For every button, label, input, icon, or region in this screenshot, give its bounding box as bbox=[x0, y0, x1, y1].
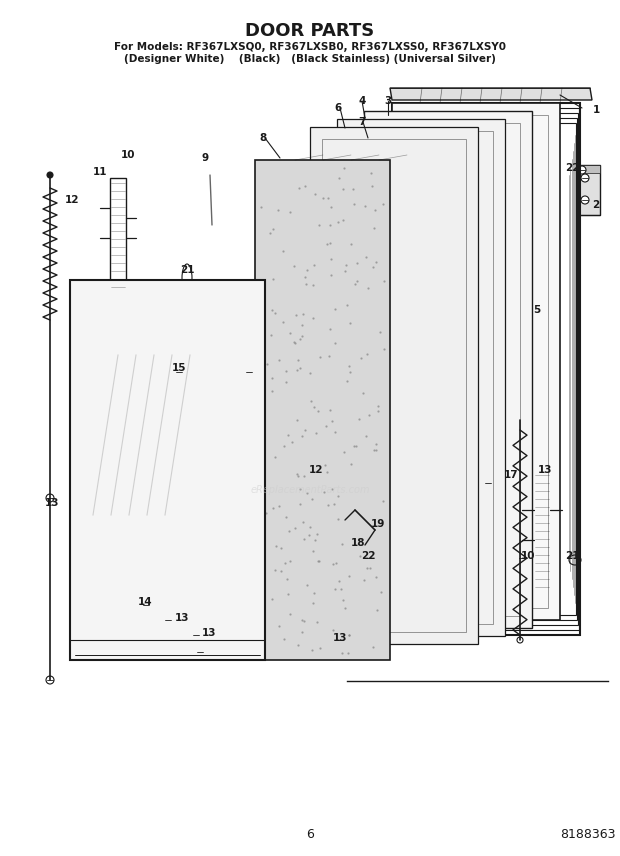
Text: 17: 17 bbox=[503, 470, 518, 480]
Text: 10: 10 bbox=[521, 551, 535, 561]
Circle shape bbox=[581, 196, 589, 204]
Text: 15: 15 bbox=[172, 363, 186, 373]
Circle shape bbox=[581, 174, 589, 182]
Text: 5: 5 bbox=[533, 305, 541, 315]
Text: 13: 13 bbox=[538, 465, 552, 475]
Text: 18: 18 bbox=[351, 538, 365, 548]
Text: 12: 12 bbox=[64, 195, 79, 205]
Text: 22: 22 bbox=[361, 551, 375, 561]
Bar bbox=[534, 470, 550, 590]
Text: 9: 9 bbox=[202, 153, 208, 163]
Polygon shape bbox=[310, 127, 478, 644]
Text: 4: 4 bbox=[358, 96, 366, 106]
Text: 13: 13 bbox=[202, 628, 216, 638]
Circle shape bbox=[46, 494, 54, 502]
Circle shape bbox=[423, 90, 431, 98]
Text: 7: 7 bbox=[358, 117, 366, 127]
Circle shape bbox=[366, 554, 374, 562]
Polygon shape bbox=[337, 119, 505, 636]
Circle shape bbox=[578, 166, 586, 174]
Polygon shape bbox=[255, 160, 390, 660]
Text: 14: 14 bbox=[138, 597, 153, 607]
Text: DOOR PARTS: DOOR PARTS bbox=[246, 22, 374, 40]
Text: 11: 11 bbox=[93, 167, 107, 177]
Circle shape bbox=[46, 676, 54, 684]
Polygon shape bbox=[392, 103, 560, 620]
Circle shape bbox=[336, 636, 344, 644]
Text: eReplacementParts.com: eReplacementParts.com bbox=[250, 485, 370, 495]
Circle shape bbox=[484, 479, 492, 487]
Text: 8: 8 bbox=[259, 133, 267, 143]
Text: For Models: RF367LXSQ0, RF367LXSB0, RF367LXSS0, RF367LXSY0: For Models: RF367LXSQ0, RF367LXSB0, RF36… bbox=[114, 42, 506, 52]
Text: 6: 6 bbox=[306, 829, 314, 841]
Bar bbox=[110, 178, 126, 288]
Circle shape bbox=[142, 601, 150, 609]
Text: 12: 12 bbox=[309, 465, 323, 475]
Text: 2: 2 bbox=[592, 200, 600, 210]
Bar bbox=[578, 165, 600, 173]
Polygon shape bbox=[390, 88, 592, 100]
Text: 19: 19 bbox=[371, 519, 385, 529]
Circle shape bbox=[401, 90, 409, 98]
Text: 6: 6 bbox=[334, 103, 342, 113]
Text: 22: 22 bbox=[565, 163, 579, 173]
Circle shape bbox=[577, 90, 585, 98]
Polygon shape bbox=[364, 111, 532, 628]
Text: 10: 10 bbox=[121, 150, 135, 160]
Circle shape bbox=[533, 90, 541, 98]
Circle shape bbox=[245, 368, 253, 376]
Text: 3: 3 bbox=[384, 96, 392, 106]
Text: 8188363: 8188363 bbox=[560, 829, 616, 841]
Circle shape bbox=[517, 417, 523, 423]
FancyBboxPatch shape bbox=[272, 322, 373, 493]
Polygon shape bbox=[70, 280, 265, 660]
Circle shape bbox=[164, 616, 172, 624]
Circle shape bbox=[489, 90, 497, 98]
Circle shape bbox=[555, 90, 563, 98]
Text: 13: 13 bbox=[333, 633, 347, 643]
Circle shape bbox=[467, 90, 475, 98]
Circle shape bbox=[356, 536, 364, 544]
Circle shape bbox=[192, 631, 200, 639]
Text: 1: 1 bbox=[592, 105, 600, 115]
Ellipse shape bbox=[569, 555, 581, 565]
Ellipse shape bbox=[182, 264, 192, 292]
Text: 21: 21 bbox=[180, 265, 194, 275]
Bar bbox=[578, 165, 600, 215]
FancyBboxPatch shape bbox=[80, 337, 251, 533]
Text: (Designer White)    (Black)   (Black Stainless) (Universal Silver): (Designer White) (Black) (Black Stainles… bbox=[124, 54, 496, 64]
Text: 21: 21 bbox=[565, 551, 579, 561]
Circle shape bbox=[511, 90, 519, 98]
Circle shape bbox=[445, 90, 453, 98]
Circle shape bbox=[196, 648, 204, 656]
Circle shape bbox=[175, 368, 183, 376]
Circle shape bbox=[47, 172, 53, 178]
Text: 13: 13 bbox=[45, 498, 60, 508]
Text: 13: 13 bbox=[175, 613, 189, 623]
Circle shape bbox=[518, 554, 526, 562]
FancyBboxPatch shape bbox=[260, 310, 385, 505]
